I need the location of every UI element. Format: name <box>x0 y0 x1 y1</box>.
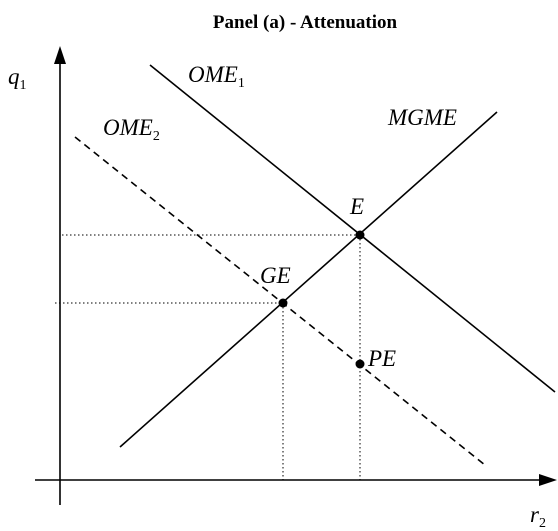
y-arrow <box>54 46 66 64</box>
point-label: GE <box>260 263 291 288</box>
curve-label: MGME <box>387 105 457 130</box>
x-axis-label: r2 <box>530 502 546 531</box>
ome2-line <box>74 136 486 466</box>
point <box>355 230 365 240</box>
point-label: E <box>349 194 364 219</box>
x-arrow <box>539 474 557 486</box>
curve-label: OME1 <box>188 62 245 91</box>
title: Panel (a) - Attenuation <box>213 12 398 33</box>
curve-label: OME2 <box>103 115 160 144</box>
ome1-line <box>149 64 556 393</box>
mgme-line <box>119 111 498 448</box>
point <box>278 298 288 308</box>
point <box>355 359 365 369</box>
y-axis-label: q1 <box>8 64 27 93</box>
point-label: PE <box>367 346 396 371</box>
